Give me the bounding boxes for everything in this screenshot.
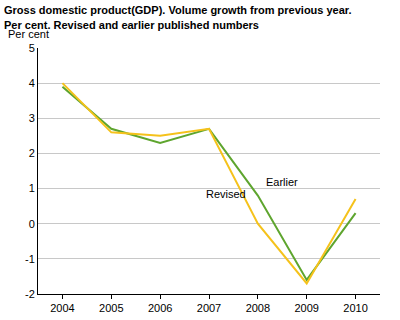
svg-text:Per cent: Per cent xyxy=(8,28,49,40)
svg-text:4: 4 xyxy=(29,77,35,89)
svg-text:2008: 2008 xyxy=(246,302,270,314)
svg-text:2004: 2004 xyxy=(50,302,74,314)
svg-text:2005: 2005 xyxy=(99,302,123,314)
svg-text:Gross domestic product(GDP). V: Gross domestic product(GDP). Volume grow… xyxy=(4,4,352,30)
svg-text:0: 0 xyxy=(29,218,35,230)
svg-text:5: 5 xyxy=(29,42,35,54)
svg-text:2006: 2006 xyxy=(148,302,172,314)
svg-text:3: 3 xyxy=(29,112,35,124)
svg-text:2009: 2009 xyxy=(294,302,318,314)
svg-text:-1: -1 xyxy=(25,253,35,265)
svg-text:2: 2 xyxy=(29,147,35,159)
svg-text:2010: 2010 xyxy=(343,302,367,314)
svg-text:Earlier: Earlier xyxy=(266,176,298,188)
svg-text:Revised: Revised xyxy=(206,188,246,200)
svg-text:-2: -2 xyxy=(25,288,35,300)
svg-text:2007: 2007 xyxy=(197,302,221,314)
svg-text:1: 1 xyxy=(29,182,35,194)
